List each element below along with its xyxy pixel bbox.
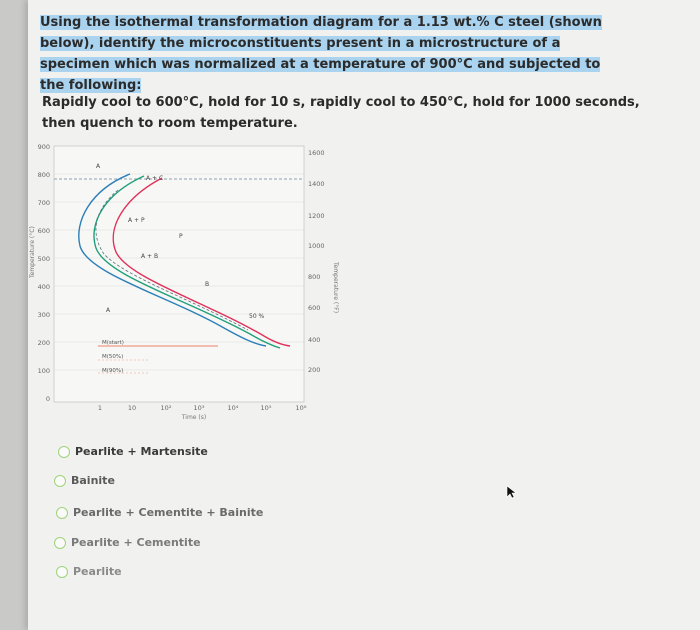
option-pearlite[interactable]: Pearlite: [56, 565, 122, 578]
x-tick-1e4: 10⁴: [228, 404, 239, 412]
y-right-label: Temperature (°F): [332, 261, 339, 313]
region-a-plus-p: A + P: [128, 217, 145, 224]
y-tick-500: 500: [38, 255, 50, 263]
mouse-pointer-icon: [506, 484, 518, 503]
y-tick-800: 800: [38, 171, 50, 179]
curve-50pct: [95, 189, 249, 331]
fifty-percent-label: 50 %: [249, 313, 265, 320]
y2-tick-200: 200: [308, 366, 320, 374]
region-a-plus-c: A + C: [146, 175, 163, 182]
radio-icon[interactable]: [58, 445, 70, 458]
y-tick-900: 900: [38, 143, 50, 151]
y-tick-400: 400: [38, 283, 50, 291]
option-pearlite-cementite[interactable]: Pearlite + Cementite: [54, 536, 201, 549]
y-tick-0: 0: [46, 395, 50, 403]
question-text: Using the isothermal transformation diag…: [40, 12, 628, 96]
treatment-text: Rapidly cool to 600°C, hold for 10 s, ra…: [42, 95, 640, 131]
x-tick-1: 1: [98, 404, 102, 412]
y2-tick-1400: 1400: [308, 180, 325, 188]
region-austenite-low: A: [106, 307, 111, 314]
x-label: Time (s): [181, 414, 206, 421]
region-a-plus-b: A + B: [141, 253, 158, 260]
option-label[interactable]: Pearlite + Martensite: [75, 445, 208, 458]
option-pearlite-martensite[interactable]: Pearlite + Martensite: [58, 445, 208, 458]
option-label[interactable]: Pearlite: [73, 565, 122, 578]
y2-tick-1200: 1200: [308, 212, 325, 220]
region-austenite: A: [96, 163, 101, 170]
option-pearlite-cementite-bainite[interactable]: Pearlite + Cementite + Bainite: [56, 506, 263, 519]
y-tick-700: 700: [38, 199, 50, 207]
ms-start-label: M(start): [102, 340, 124, 346]
radio-icon[interactable]: [54, 474, 66, 487]
y-tick-300: 300: [38, 311, 50, 319]
radio-icon[interactable]: [54, 536, 66, 549]
y2-tick-1000: 1000: [308, 242, 325, 250]
y-tick-100: 100: [38, 367, 50, 375]
curve-mid: [93, 175, 281, 349]
ttt-diagram: 900 800 700 600 500 400 300 200 100 0 Te…: [29, 143, 339, 421]
region-bainite: B: [205, 281, 209, 288]
curve-start: [78, 173, 267, 347]
y-tick-600: 600: [38, 227, 50, 235]
question-sheet: Using the isothermal transformation diag…: [28, 0, 700, 630]
option-label[interactable]: Pearlite + Cementite: [71, 536, 201, 549]
x-tick-1000: 10³: [194, 404, 205, 412]
y2-tick-800: 800: [308, 273, 320, 281]
region-pearlite: P: [179, 233, 183, 240]
question-prompt: Using the isothermal transformation diag…: [40, 15, 602, 93]
curve-end: [112, 177, 291, 347]
radio-icon[interactable]: [56, 565, 68, 578]
option-bainite[interactable]: Bainite: [54, 474, 115, 487]
x-tick-1e5: 10⁵: [261, 404, 272, 412]
y2-tick-400: 400: [308, 336, 320, 344]
y2-tick-1600: 1600: [308, 149, 325, 157]
y-tick-200: 200: [38, 339, 50, 347]
radio-icon[interactable]: [56, 506, 68, 519]
x-tick-10: 10: [128, 404, 136, 412]
option-label[interactable]: Pearlite + Cementite + Bainite: [73, 506, 264, 519]
ms-50-label: M(50%): [102, 354, 123, 360]
plot-area: [53, 145, 305, 403]
ms-90-label: M(90%): [102, 368, 123, 374]
y2-tick-600: 600: [308, 304, 320, 312]
x-tick-100: 10²: [161, 404, 172, 412]
x-tick-1e6: 10⁶: [296, 404, 307, 412]
y-left-label: Temperature (°C): [29, 226, 36, 279]
option-label[interactable]: Bainite: [71, 474, 115, 487]
